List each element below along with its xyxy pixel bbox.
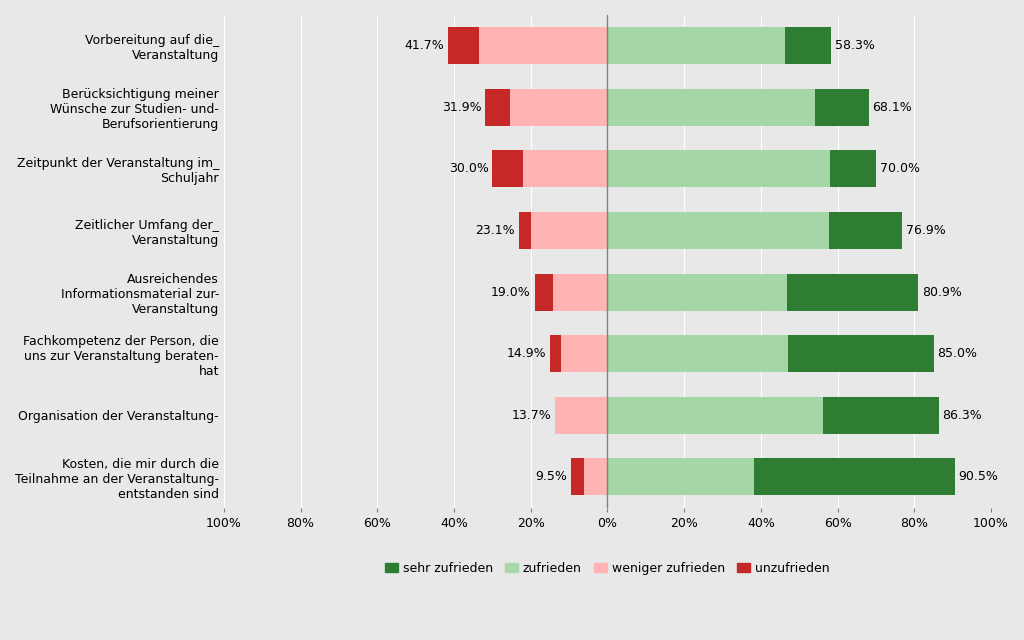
Bar	[785, 28, 831, 64]
Text: 13.7%: 13.7%	[511, 409, 551, 422]
Bar	[535, 274, 553, 310]
Bar	[607, 89, 815, 126]
Bar	[607, 458, 754, 495]
Bar	[786, 274, 918, 310]
Text: 86.3%: 86.3%	[942, 409, 982, 422]
Bar	[530, 212, 607, 249]
Bar	[585, 458, 607, 495]
Text: 41.7%: 41.7%	[403, 39, 443, 52]
Text: 58.3%: 58.3%	[835, 39, 874, 52]
Bar	[607, 28, 785, 64]
Bar	[607, 150, 829, 188]
Bar	[607, 212, 828, 249]
Text: 80.9%: 80.9%	[922, 285, 962, 299]
Text: 9.5%: 9.5%	[536, 470, 567, 483]
Bar	[561, 335, 607, 372]
Bar	[607, 335, 787, 372]
Bar	[510, 89, 607, 126]
Text: 90.5%: 90.5%	[958, 470, 998, 483]
Bar	[607, 397, 823, 434]
Bar	[550, 335, 561, 372]
Legend: sehr zufrieden, zufrieden, weniger zufrieden, unzufrieden: sehr zufrieden, zufrieden, weniger zufri…	[380, 557, 835, 580]
Bar	[479, 28, 607, 64]
Bar	[485, 89, 510, 126]
Text: 76.9%: 76.9%	[906, 224, 946, 237]
Text: 70.0%: 70.0%	[880, 163, 920, 175]
Bar	[829, 150, 876, 188]
Bar	[555, 397, 607, 434]
Bar	[823, 397, 939, 434]
Bar	[754, 458, 954, 495]
Bar	[523, 150, 607, 188]
Bar	[828, 212, 902, 249]
Bar	[553, 274, 607, 310]
Bar	[571, 458, 585, 495]
Bar	[815, 89, 868, 126]
Bar	[493, 150, 523, 188]
Bar	[519, 212, 530, 249]
Text: 30.0%: 30.0%	[449, 163, 488, 175]
Bar	[787, 335, 934, 372]
Text: 85.0%: 85.0%	[937, 347, 977, 360]
Text: 14.9%: 14.9%	[507, 347, 547, 360]
Text: 31.9%: 31.9%	[441, 101, 481, 114]
Bar	[447, 28, 479, 64]
Text: 23.1%: 23.1%	[475, 224, 515, 237]
Text: 68.1%: 68.1%	[872, 101, 912, 114]
Bar	[607, 274, 786, 310]
Text: 19.0%: 19.0%	[490, 285, 530, 299]
